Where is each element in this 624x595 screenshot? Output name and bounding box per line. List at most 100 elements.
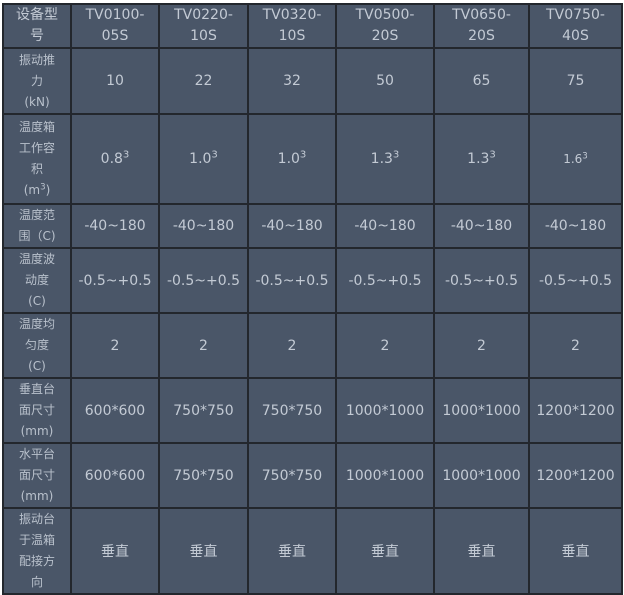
value-cell: 1.03 bbox=[158, 113, 249, 205]
value-text: 1000*1000 bbox=[345, 402, 425, 419]
value-text: -0.5~+0.5 bbox=[78, 272, 152, 289]
header-label-cell: 设备型号 bbox=[2, 3, 72, 49]
table-row: 水平台面尺寸 (mm) 600*600 750*750 750*750 1000*1000… bbox=[2, 442, 623, 509]
value-cell: 75 bbox=[528, 47, 623, 115]
row-label-text: 面尺寸 bbox=[18, 468, 55, 482]
value-cell: 1.03 bbox=[247, 113, 337, 205]
table-row: 温度箱 工作容积 (m3) 0.83 1.03 1.03 1.33 1.33 1.63 bbox=[2, 113, 623, 205]
value-cell: -0.5~+0.5 bbox=[247, 247, 337, 314]
value-text: 2 bbox=[380, 337, 390, 354]
value-cell: 2 bbox=[158, 312, 249, 379]
model-header-cell: TV0500- 20S bbox=[335, 3, 435, 49]
table-row: 垂直台面尺寸 (mm) 600*600 750*750 750*750 1000*1000… bbox=[2, 377, 623, 444]
value-text: -40~180 bbox=[450, 218, 513, 234]
row-label-text: (mm) bbox=[20, 424, 54, 438]
value-cell: 1000*1000 bbox=[335, 377, 435, 444]
value-cell: 1200*1200 bbox=[528, 377, 623, 444]
table-row: 振动台 于温箱 配接方向 垂直 垂直 垂直 垂直 垂直 垂直 bbox=[2, 507, 623, 595]
value-text: -40~180 bbox=[354, 218, 416, 234]
model-name-text: TV0500- bbox=[355, 7, 415, 23]
value-text: 1.0 bbox=[277, 151, 300, 167]
superscript: 3 bbox=[392, 149, 400, 161]
value-text: 600*600 bbox=[84, 402, 146, 419]
row-label-text: 面尺寸 bbox=[18, 403, 55, 417]
value-cell: 600*600 bbox=[70, 377, 160, 444]
value-text: 1000*1000 bbox=[442, 467, 521, 484]
row-label-cell: 水平台面尺寸 (mm) bbox=[2, 442, 72, 509]
model-name-text: 10S bbox=[278, 28, 306, 44]
value-cell: -0.5~+0.5 bbox=[433, 247, 530, 314]
row-label-text: 配接方 bbox=[18, 554, 55, 568]
value-cell: 1000*1000 bbox=[335, 442, 435, 509]
value-cell: 1.63 bbox=[528, 113, 623, 205]
value-text: -0.5~+0.5 bbox=[255, 272, 329, 289]
value-text: 垂直 bbox=[101, 544, 129, 560]
model-name-text: 20S bbox=[371, 28, 399, 44]
value-cell: 垂直 bbox=[70, 507, 160, 595]
row-label-text: 力 bbox=[30, 73, 43, 88]
value-text: 垂直 bbox=[561, 544, 590, 560]
row-label-text: 水平台 bbox=[18, 447, 55, 461]
row-label-text: 振动推 bbox=[18, 52, 55, 67]
value-cell: 65 bbox=[433, 47, 530, 115]
value-cell: 垂直 bbox=[335, 507, 435, 595]
value-cell: 32 bbox=[247, 47, 337, 115]
model-name-text: 20S bbox=[468, 28, 495, 44]
superscript: 3 bbox=[211, 149, 218, 161]
value-text: -40~180 bbox=[84, 218, 146, 234]
value-text: 10 bbox=[106, 73, 124, 89]
model-header-cell: TV0220- 10S bbox=[158, 3, 249, 49]
row-label-text: 围（C) bbox=[18, 229, 56, 243]
value-text: 750*750 bbox=[261, 402, 323, 419]
value-cell: -0.5~+0.5 bbox=[335, 247, 435, 314]
row-label-text: 垂直台 bbox=[18, 382, 55, 396]
model-name-text: TV0750- bbox=[546, 7, 605, 23]
value-cell: -40~180 bbox=[158, 203, 249, 249]
model-name-text: TV0650- bbox=[452, 7, 511, 23]
model-name-text: TV0100- bbox=[85, 7, 145, 23]
row-label-text: (C) bbox=[28, 294, 46, 308]
value-text: -0.5~+0.5 bbox=[538, 272, 613, 289]
value-cell: -40~180 bbox=[433, 203, 530, 249]
row-label-text: 工作容 bbox=[18, 141, 55, 155]
model-name-text: 40S bbox=[562, 28, 589, 44]
row-label-text: 积 bbox=[30, 162, 43, 176]
row-label-text: 温度均 bbox=[18, 317, 55, 331]
value-text: -0.5~+0.5 bbox=[444, 272, 519, 289]
value-cell: 750*750 bbox=[158, 377, 249, 444]
value-text: 2 bbox=[199, 337, 208, 354]
value-text: 1000*1000 bbox=[442, 402, 521, 419]
value-text: 1.6 bbox=[563, 152, 583, 166]
value-text: 65 bbox=[472, 73, 491, 89]
value-text: 1.0 bbox=[189, 151, 212, 167]
value-text: 1200*1200 bbox=[536, 467, 615, 484]
value-cell: 750*750 bbox=[247, 442, 337, 509]
row-label-text: 匀度 bbox=[24, 338, 49, 352]
row-label-cell: 温度箱 工作容积 (m3) bbox=[2, 113, 72, 205]
value-cell: 750*750 bbox=[158, 442, 249, 509]
row-label-text: (m bbox=[23, 183, 41, 197]
spec-table: 设备型号 TV0100- 05S TV0220- 10S TV0320- 10S TV0500… bbox=[2, 3, 623, 595]
model-name-text: TV0320- bbox=[262, 7, 322, 23]
row-label-cell: 垂直台面尺寸 (mm) bbox=[2, 377, 72, 444]
value-cell: 10 bbox=[70, 47, 160, 115]
header-label-text: 号 bbox=[30, 28, 44, 44]
value-cell: -40~180 bbox=[528, 203, 623, 249]
value-cell: 垂直 bbox=[158, 507, 249, 595]
row-label-text: 振动台 bbox=[18, 512, 55, 526]
value-cell: 1.33 bbox=[433, 113, 530, 205]
model-header-cell: TV0100- 05S bbox=[70, 3, 160, 49]
value-cell: 2 bbox=[528, 312, 623, 379]
row-label-cell: 温度均 匀度 (C) bbox=[2, 312, 72, 379]
table-row: 振动推力 (kN) 10 22 32 50 65 75 bbox=[2, 47, 623, 115]
value-text: 750*750 bbox=[173, 402, 234, 419]
value-text: 750*750 bbox=[173, 467, 234, 484]
value-text: 垂直 bbox=[467, 544, 496, 560]
value-cell: 750*750 bbox=[247, 377, 337, 444]
row-label-text: (mm) bbox=[20, 489, 54, 503]
value-text: 600*600 bbox=[84, 467, 146, 484]
table-row: 温度波 动度 (C) -0.5~+0.5 -0.5~+0.5 -0.5~+0.5 -0.5~… bbox=[2, 247, 623, 314]
value-cell: -0.5~+0.5 bbox=[528, 247, 623, 314]
value-text: 1000*1000 bbox=[345, 467, 425, 484]
row-label-cell: 振动推力 (kN) bbox=[2, 47, 72, 115]
